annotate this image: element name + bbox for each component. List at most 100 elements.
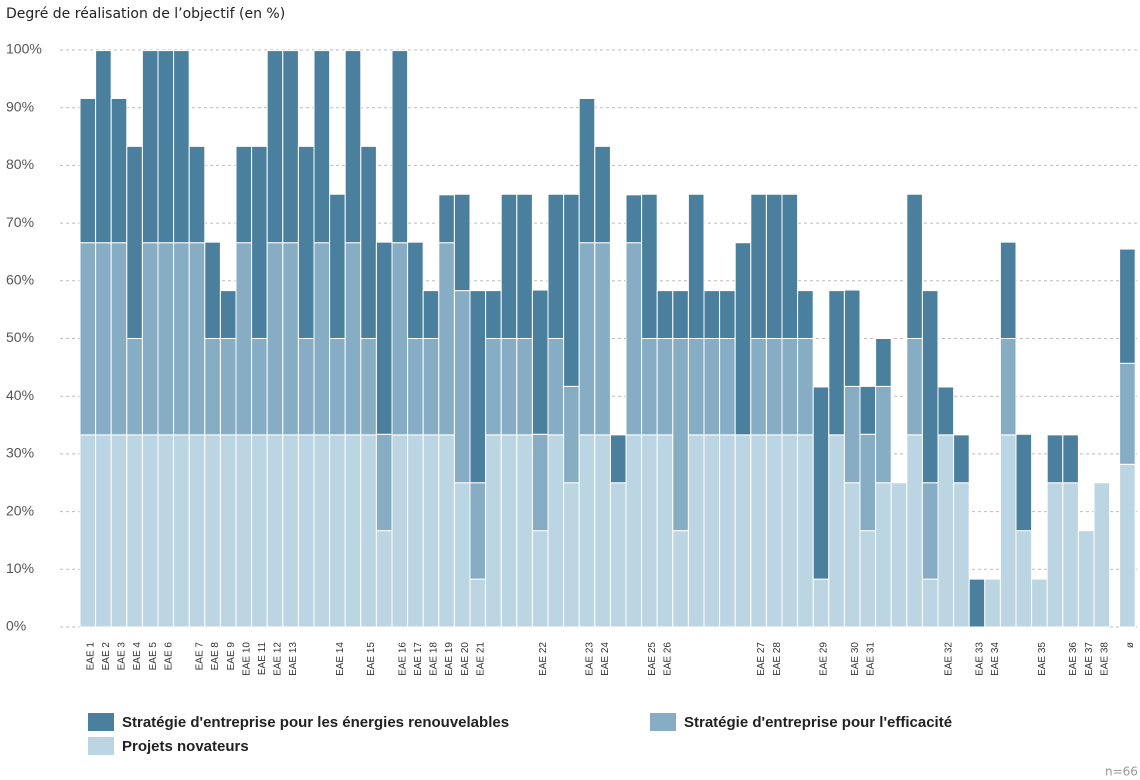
bar-segment: [781, 434, 799, 628]
bar-segment: [110, 97, 128, 244]
y-tick-label: 80%: [6, 156, 34, 172]
bar-segment: [469, 578, 487, 628]
x-tick-label: EAE 36: [1068, 642, 1079, 676]
x-tick-label: EAE 22: [538, 642, 549, 676]
bar-segment: [1093, 482, 1111, 628]
bar-segment: [578, 242, 596, 436]
bar-segment: [641, 434, 658, 628]
x-tick-label: EAE 29: [819, 642, 830, 676]
bar-segment: [500, 193, 518, 339]
bar-segment: [672, 290, 689, 340]
bar-segment: [531, 289, 549, 435]
bar-segment: [235, 145, 253, 244]
legend-label: Stratégie d'entreprise pour l'efficacité: [684, 714, 952, 731]
x-tick-label: EAE 2: [101, 642, 112, 671]
bar-segment: [953, 434, 970, 484]
bar-segment: [500, 338, 518, 436]
x-tick-label: EAE 38: [1099, 642, 1110, 676]
bar-segment: [344, 50, 362, 244]
bar-segment: [422, 434, 440, 628]
bar-segment: [625, 194, 643, 244]
bar-segment: [921, 290, 939, 484]
bar-segment: [344, 242, 362, 436]
bar-segment: [266, 242, 284, 436]
bar-segment: [797, 290, 814, 340]
bar-segment: [360, 145, 377, 339]
bar-segment: [547, 434, 565, 628]
bar-segment: [906, 338, 923, 436]
x-tick-label: EAE 4: [132, 642, 143, 671]
legend-label: Stratégie d'entreprise pour les énergies…: [122, 714, 509, 731]
bar-segment: [157, 242, 175, 436]
bar-segment: [765, 338, 783, 436]
y-tick-label: 90%: [6, 98, 34, 114]
bar-segment: [79, 434, 97, 628]
bar-segment: [126, 145, 143, 339]
x-tick-label: EAE 18: [429, 642, 440, 676]
bar-segment: [875, 338, 892, 387]
bar-segment: [921, 482, 939, 580]
bar-segment: [999, 241, 1017, 340]
x-tick-label: EAE 7: [195, 642, 206, 671]
x-tick-label: EAE 5: [148, 642, 159, 671]
bar-segment: [95, 434, 112, 628]
bar-segment: [485, 290, 502, 340]
bar-segment: [79, 242, 97, 436]
bar-segment: [703, 290, 721, 340]
bar-segment: [297, 145, 315, 339]
bar-segment: [672, 338, 689, 532]
x-tick-label: EAE 30: [850, 642, 861, 676]
y-tick-label: 50%: [6, 329, 34, 345]
y-tick-label: 20%: [6, 502, 34, 518]
bar-segment: [282, 242, 299, 436]
bar-segment: [563, 385, 580, 484]
bar-segment: [719, 434, 736, 628]
x-tick-label: EAE 11: [257, 642, 268, 676]
bar-segment: [204, 338, 221, 436]
bar-segment: [609, 434, 627, 484]
bar-segment: [391, 50, 409, 244]
bar-segment: [173, 242, 190, 436]
bar-segment: [1119, 463, 1136, 628]
bar-segment: [703, 338, 721, 436]
bar-segment: [251, 434, 268, 628]
bar-segment: [204, 434, 221, 628]
bar-segment: [329, 338, 346, 436]
bar-segment: [703, 434, 721, 628]
x-tick-label: EAE 23: [585, 642, 596, 676]
x-tick-label: EAE 27: [756, 642, 767, 676]
bar-segment: [672, 530, 689, 628]
bar-segment: [890, 482, 908, 628]
bar-segment: [173, 50, 190, 244]
bar-segment: [531, 530, 549, 628]
bar-segment: [625, 242, 643, 436]
y-tick-label: 10%: [6, 560, 34, 576]
bar-segment: [937, 434, 955, 628]
bar-segment: [750, 193, 767, 339]
bar-segment: [875, 482, 892, 628]
bar-segment: [843, 289, 861, 387]
y-tick-label: 60%: [6, 272, 34, 288]
x-tick-label: EAE 37: [1084, 642, 1095, 676]
bar-segment: [828, 434, 845, 628]
bar-segment: [297, 338, 315, 436]
bar-segment: [453, 290, 471, 484]
bar-segment: [859, 433, 877, 532]
bar-segment: [594, 145, 611, 244]
bar-segment: [594, 434, 611, 628]
bar-segment: [407, 434, 424, 628]
x-tick-label: EAE 33: [975, 642, 986, 676]
bar-segment: [485, 434, 502, 628]
x-tick-label: EAE 9: [226, 642, 237, 671]
bar-segment: [485, 338, 502, 436]
bar-segment: [95, 242, 112, 436]
bar-segment: [984, 578, 1001, 628]
bar-segment: [251, 338, 268, 436]
x-tick-label: EAE 21: [475, 642, 486, 676]
bar-segment: [641, 193, 658, 339]
bar-segment: [531, 433, 549, 532]
bar-segment: [375, 433, 393, 532]
bar-segment: [469, 482, 487, 580]
y-tick-label: 0%: [6, 618, 26, 634]
